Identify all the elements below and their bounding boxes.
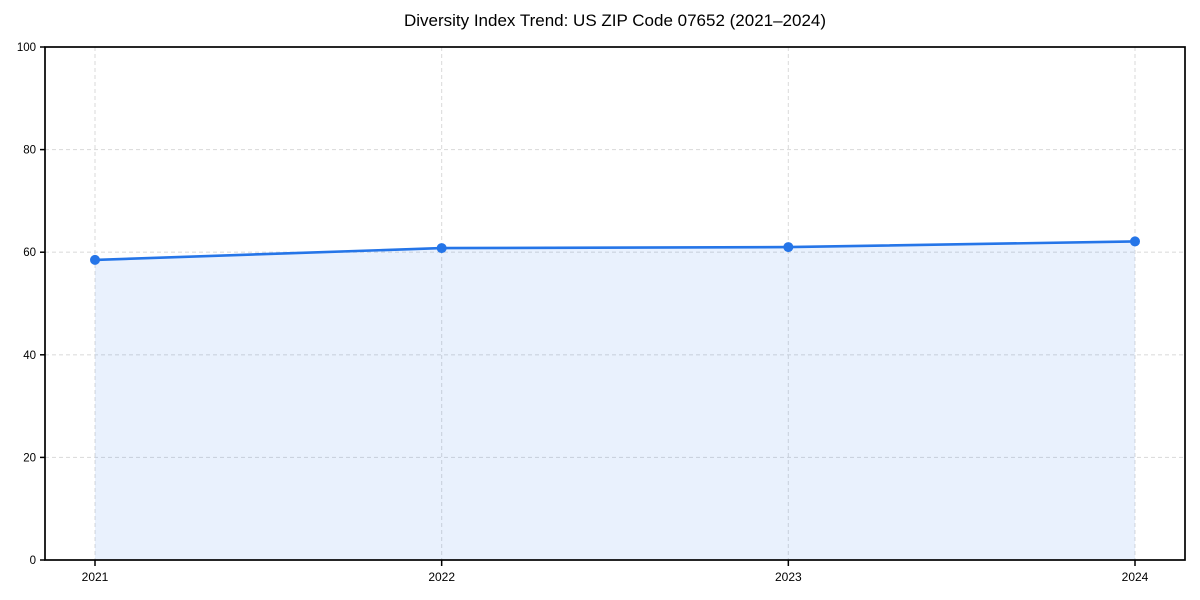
data-point-2023 <box>783 242 794 253</box>
x-tick-label: 2023 <box>775 570 802 584</box>
data-point-2024 <box>1130 236 1140 247</box>
y-tick-label: 0 <box>30 555 36 567</box>
y-tick-label: 100 <box>17 42 36 54</box>
y-tick-label: 40 <box>23 350 36 362</box>
y-tick-label: 60 <box>23 247 36 259</box>
data-point-2021 <box>90 254 100 265</box>
trend-line <box>93 240 1137 262</box>
x-tick-label: 2024 <box>1122 570 1149 584</box>
axes-frame <box>44 46 1186 561</box>
y-tick-label: 80 <box>23 145 36 157</box>
x-tick-label: 2021 <box>82 570 109 584</box>
area-fill <box>95 241 1135 560</box>
chart-title: Diversity Index Trend: US ZIP Code 07652… <box>403 11 827 30</box>
y-tick-label: 20 <box>23 452 36 464</box>
x-tick-label: 2022 <box>428 570 455 584</box>
data-point-2022 <box>436 243 447 254</box>
